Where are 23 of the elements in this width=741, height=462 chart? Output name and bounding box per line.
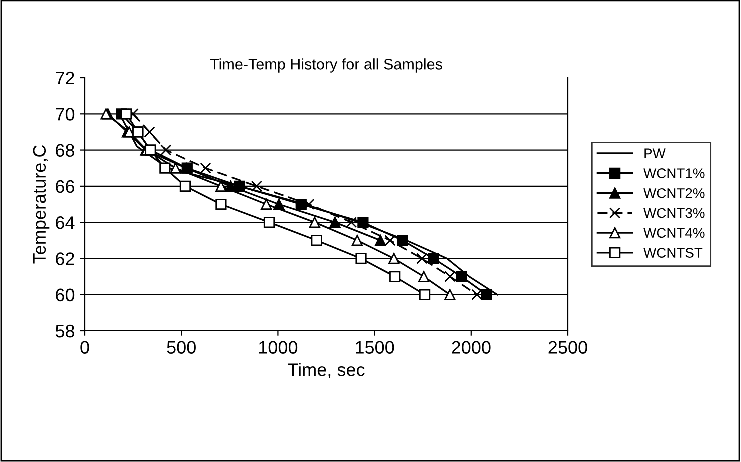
legend-label: WCNT4% <box>644 228 705 238</box>
y-tick-label: 64 <box>56 216 75 230</box>
x-tick-label: 0 <box>80 341 90 354</box>
x-tick-label: 500 <box>167 341 196 354</box>
y-tick-label: 58 <box>56 324 74 338</box>
legend-label: WCNT2% <box>644 188 705 198</box>
y-tick-label: 60 <box>56 288 75 302</box>
legend-label: PW <box>644 148 666 158</box>
x-tick-label: 1500 <box>356 341 394 354</box>
x-tick-label: 2500 <box>548 341 588 354</box>
legend-label: WCNTST <box>644 248 703 258</box>
y-axis-title: Temperature,C <box>33 145 50 264</box>
legend-label: WCNT3% <box>644 208 705 218</box>
chart-title: Time-Temp History for all Samples <box>210 58 442 73</box>
x-tick-label: 1000 <box>259 341 298 354</box>
y-tick-label: 62 <box>56 252 74 266</box>
y-tick-label: 70 <box>56 108 75 121</box>
y-tick-label: 72 <box>56 72 74 85</box>
y-tick-label: 66 <box>56 180 74 194</box>
y-tick-label: 68 <box>56 144 74 158</box>
x-tick-label: 2000 <box>452 341 491 354</box>
legend-label: WCNT1% <box>644 168 705 178</box>
x-axis-title: Time, sec <box>288 363 365 379</box>
